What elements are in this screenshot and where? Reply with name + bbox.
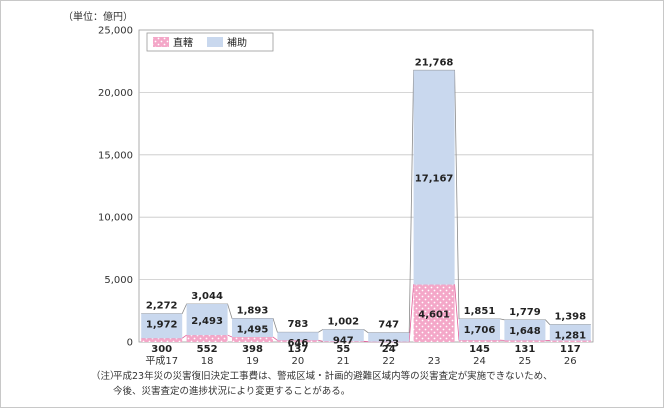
total-value-label: 21,768 bbox=[415, 57, 454, 68]
total-value-label: 1,002 bbox=[327, 316, 359, 327]
total-value-label: 1,398 bbox=[554, 312, 586, 323]
x-tick-label: 23 bbox=[428, 356, 441, 367]
footnote-line-1: 平成23年災の災害復旧決定工事費は、警戒区域・計画的避難区域内等の災害査定が実施… bbox=[113, 369, 633, 384]
bar-direct bbox=[504, 340, 545, 342]
y-tick-label: 25,000 bbox=[98, 26, 133, 37]
direct-value-label: 117 bbox=[560, 344, 581, 355]
y-tick-label: 10,000 bbox=[98, 213, 133, 224]
direct-value-label: 24 bbox=[382, 344, 396, 355]
direct-value-label: 552 bbox=[197, 344, 218, 355]
footnote-tag: （注） bbox=[91, 369, 120, 384]
y-tick-label: 5,000 bbox=[104, 275, 133, 286]
subsidy-value-label: 17,167 bbox=[415, 173, 454, 184]
subsidy-value-label: 1,706 bbox=[464, 325, 496, 336]
subsidy-value-label: 1,972 bbox=[146, 320, 178, 331]
direct-value-label: 145 bbox=[469, 344, 490, 355]
total-value-label: 747 bbox=[378, 320, 399, 331]
bar-direct bbox=[459, 340, 500, 342]
subsidy-value-label: 1,648 bbox=[509, 326, 541, 337]
total-value-label: 1,851 bbox=[464, 306, 496, 317]
y-tick-label: 15,000 bbox=[98, 150, 133, 161]
subsidy-value-label: 1,281 bbox=[554, 331, 586, 342]
x-tick-label: 20 bbox=[292, 356, 305, 367]
x-tick-label: 19 bbox=[246, 356, 259, 367]
unit-label: （単位：億円） bbox=[63, 10, 133, 23]
direct-value-label: 4,601 bbox=[418, 309, 450, 320]
direct-value-label: 398 bbox=[242, 344, 263, 355]
footnote-line-2: 今後、災害査定の進捗状況により変更することがある。 bbox=[113, 384, 633, 399]
direct-value-label: 300 bbox=[151, 344, 172, 355]
direct-value-label: 137 bbox=[287, 344, 308, 355]
y-tick-label: 0 bbox=[127, 338, 133, 349]
x-tick-label: 25 bbox=[519, 356, 532, 367]
total-value-label: 1,893 bbox=[237, 305, 269, 316]
total-value-label: 783 bbox=[287, 319, 308, 330]
footnote: （注） 平成23年災の災害復旧決定工事費は、警戒区域・計画的避難区域内等の災害査… bbox=[113, 369, 633, 399]
x-tick-label: 21 bbox=[337, 356, 350, 367]
bar-direct bbox=[232, 337, 273, 342]
x-tick-label: 24 bbox=[473, 356, 486, 367]
direct-value-label: 55 bbox=[336, 344, 350, 355]
legend-swatch-direct bbox=[153, 37, 169, 47]
subsidy-value-label: 1,495 bbox=[237, 324, 269, 335]
bar-direct bbox=[187, 335, 228, 342]
bar-direct bbox=[141, 338, 182, 342]
x-tick-label: 26 bbox=[564, 356, 577, 367]
legend-label-subsidy: 補助 bbox=[227, 36, 247, 49]
total-value-label: 1,779 bbox=[509, 307, 541, 318]
total-value-label: 3,044 bbox=[191, 291, 223, 302]
subsidy-value-label: 2,493 bbox=[191, 316, 223, 327]
legend-label-direct: 直轄 bbox=[173, 36, 193, 49]
x-tick-label: 22 bbox=[382, 356, 395, 367]
y-tick-label: 20,000 bbox=[98, 88, 133, 99]
x-tick-label: 平成17 bbox=[145, 355, 178, 367]
legend-swatch-subsidy bbox=[207, 37, 223, 47]
direct-value-label: 131 bbox=[514, 344, 535, 355]
x-tick-label: 18 bbox=[201, 356, 214, 367]
total-value-label: 2,272 bbox=[146, 301, 178, 312]
